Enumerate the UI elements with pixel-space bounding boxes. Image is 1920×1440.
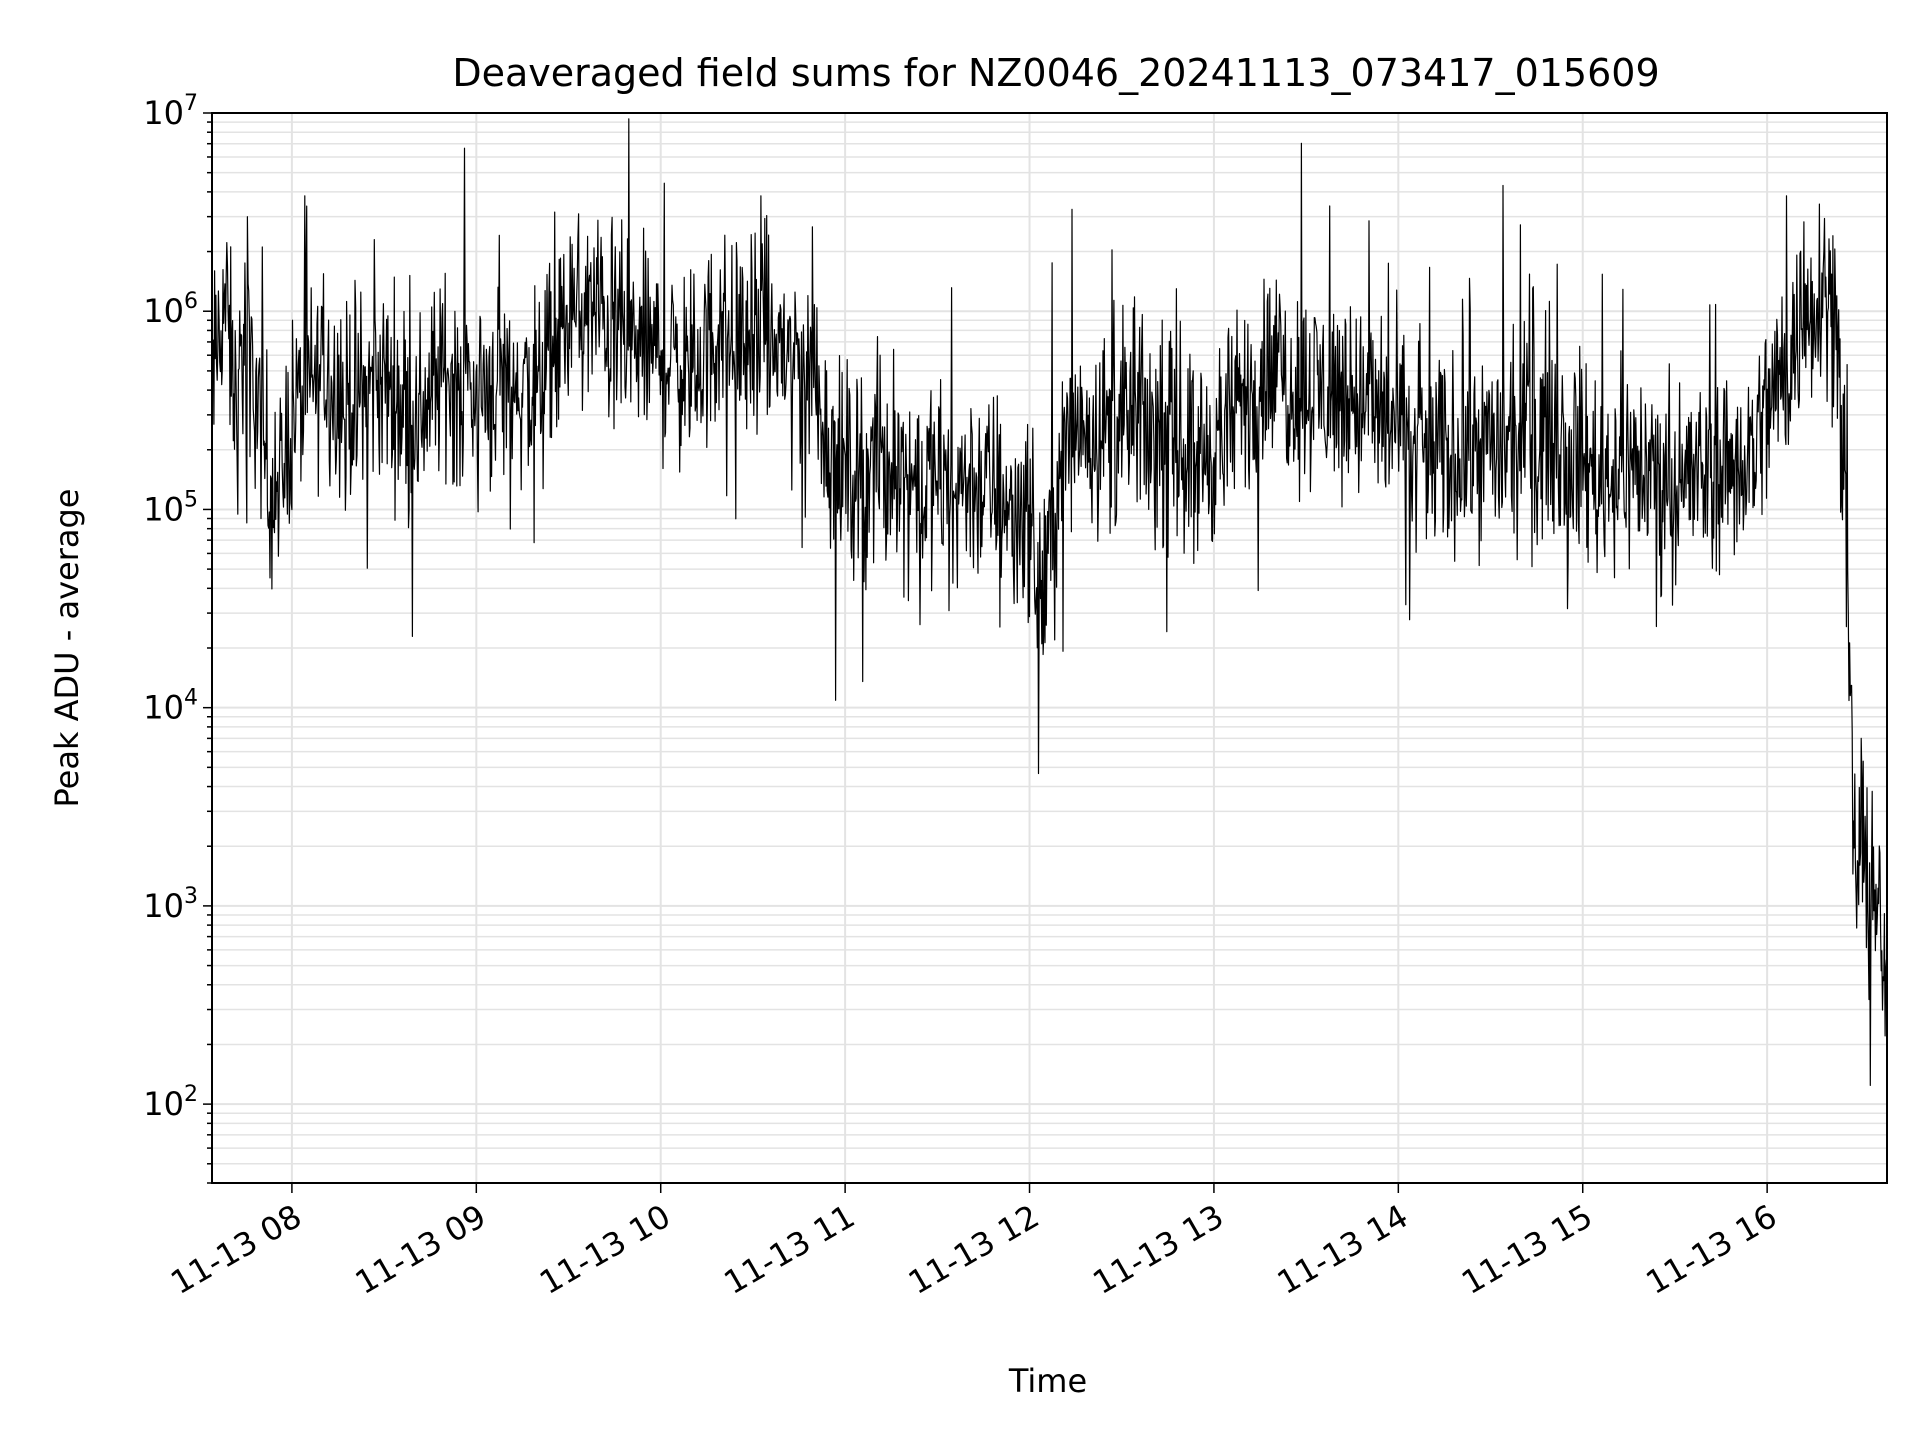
x-axis-label: Time — [1008, 1362, 1087, 1400]
x-tick-label: 11-13 10 — [533, 1197, 677, 1302]
y-tick-label: 106 — [143, 289, 198, 330]
x-tick-label: 11-13 16 — [1640, 1197, 1784, 1302]
y-tick-label: 103 — [143, 884, 198, 925]
y-tick-label: 104 — [143, 686, 198, 727]
x-tick-label: 11-13 13 — [1086, 1197, 1230, 1302]
y-axis-label: Peak ADU - average — [48, 489, 86, 808]
y-axis: 102 103 104 105 106 107 — [143, 91, 212, 1184]
x-tick-label: 11-13 12 — [902, 1197, 1046, 1302]
chart-title: Deaveraged field sums for NZ0046_2024111… — [452, 51, 1659, 95]
series-layer — [211, 118, 1888, 1094]
x-tick-label: 11-13 08 — [164, 1197, 308, 1302]
y-tick-label: 107 — [143, 91, 198, 132]
x-tick-label: 11-13 11 — [718, 1197, 862, 1302]
grid — [212, 112, 1887, 1184]
x-axis: 11-13 08 11-13 09 11-13 10 11-13 11 11-13 12… — [164, 1183, 1783, 1302]
series-line — [211, 118, 1888, 1094]
y-tick-label: 105 — [143, 487, 198, 528]
x-tick-label: 11-13 15 — [1455, 1197, 1599, 1302]
x-tick-label: 11-13 09 — [349, 1197, 493, 1302]
y-tick-label: 102 — [143, 1082, 198, 1123]
x-tick-label: 11-13 14 — [1271, 1197, 1415, 1302]
